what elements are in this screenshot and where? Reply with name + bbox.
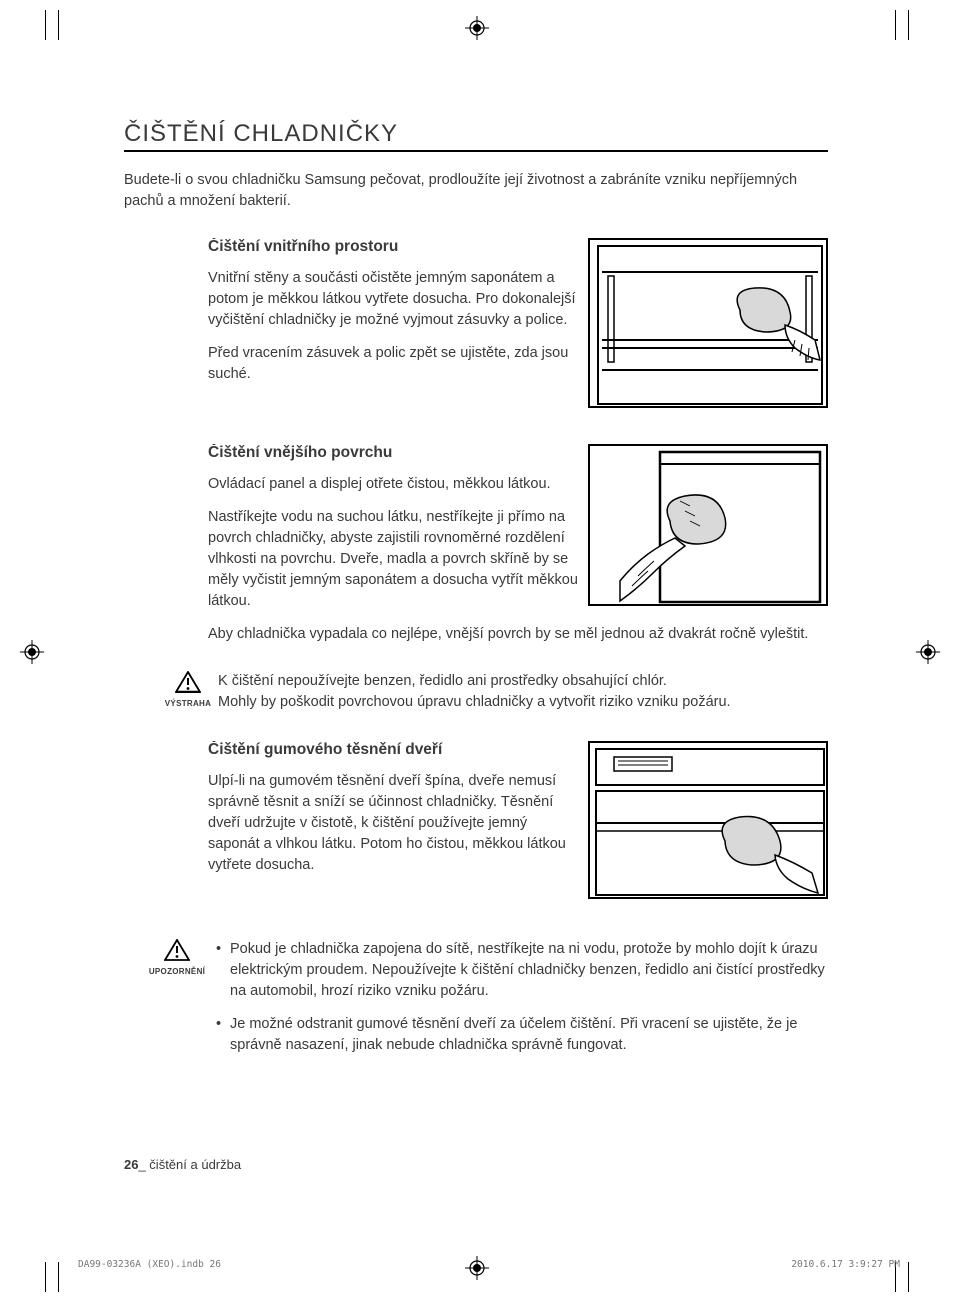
registration-mark-icon xyxy=(20,640,44,664)
footer-section-label: _ čištění a údržba xyxy=(138,1157,241,1172)
page-title: ČIŠTĚNÍ CHLADNIČKY xyxy=(124,120,828,152)
registration-mark-icon xyxy=(916,640,940,664)
section-door-seal: Čištění gumového těsnění dveří Ulpí-li n… xyxy=(208,741,828,905)
figure-interior-cleaning xyxy=(588,238,828,408)
crop-mark xyxy=(58,1262,59,1292)
figure-door-seal-cleaning xyxy=(588,741,828,899)
print-footer-left: DA99-03236A (XEO).indb 26 xyxy=(78,1259,221,1270)
crop-mark xyxy=(45,1262,46,1292)
print-footer-right: 2010.6.17 3:9:27 PM xyxy=(791,1259,900,1270)
section-exterior: Čištění vnějšího povrchu Ovládací panel … xyxy=(208,444,828,657)
bullet-icon: • xyxy=(216,939,230,1002)
warn2-bullet-2: • Je možné odstranit gumové těsnění dveř… xyxy=(216,1014,828,1056)
crop-mark xyxy=(908,10,909,40)
warn-label-vystraha: VÝSTRAHA xyxy=(164,699,212,708)
warn1-p2: Mohly by poškodit povrchovou úpravu chla… xyxy=(218,692,828,713)
registration-mark-icon xyxy=(465,16,489,40)
warning-upozorneni: UPOZORNĚNÍ • Pokud je chladnička zapojen… xyxy=(144,939,828,1068)
warning-triangle-icon xyxy=(175,671,201,693)
warn-label-upozorneni: UPOZORNĚNÍ xyxy=(144,967,210,976)
crop-mark xyxy=(895,10,896,40)
bullet-icon: • xyxy=(216,1014,230,1056)
registration-mark-icon xyxy=(465,1256,489,1280)
warn1-p1: K čištění nepoužívejte benzen, ředidlo a… xyxy=(218,671,828,692)
page-number: 26 xyxy=(124,1157,138,1172)
sec2-p3: Aby chladnička vypadala co nejlépe, vněj… xyxy=(208,624,828,645)
warn2-bullet-1: • Pokud je chladnička zapojena do sítě, … xyxy=(216,939,828,1002)
figure-exterior-cleaning xyxy=(588,444,828,606)
section-interior: Čištění vnitřního prostoru Vnitřní stěny… xyxy=(208,238,828,414)
crop-mark xyxy=(45,10,46,40)
page-footer: 26_ čištění a údržba xyxy=(124,1157,241,1172)
crop-mark xyxy=(908,1262,909,1292)
warning-vystraha: VÝSTRAHA K čištění nepoužívejte benzen, … xyxy=(164,671,828,713)
warning-triangle-icon xyxy=(164,939,190,961)
crop-mark xyxy=(58,10,59,40)
intro-text: Budete-li o svou chladničku Samsung pečo… xyxy=(124,170,828,212)
